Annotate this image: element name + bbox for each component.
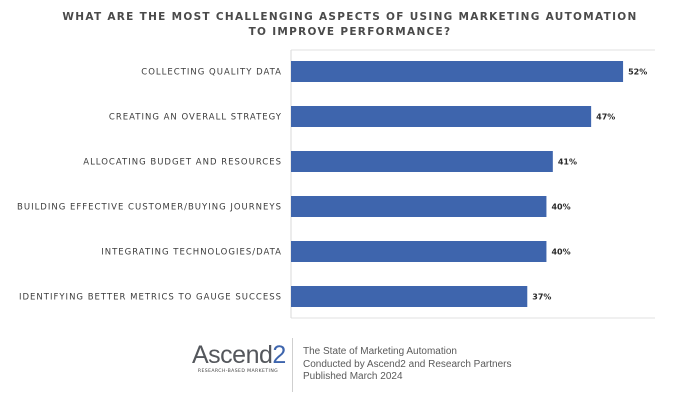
value-label: 52% <box>628 68 647 77</box>
footer-line-report: The State of Marketing Automation <box>303 346 457 357</box>
category-label: ALLOCATING BUDGET AND RESOURCES <box>83 158 282 168</box>
logo-wordmark: Ascend2 <box>192 341 286 369</box>
bar <box>291 196 547 217</box>
footer-divider <box>292 338 293 392</box>
category-label: IDENTIFYING BETTER METRICS TO GAUGE SUCC… <box>19 293 282 303</box>
ascend2-logo: Ascend2 RESEARCH-BASED MARKETING <box>192 341 286 374</box>
value-label: 40% <box>551 203 570 212</box>
category-label: CREATING AN OVERALL STRATEGY <box>109 113 282 123</box>
category-label: BUILDING EFFECTIVE CUSTOMER/BUYING JOURN… <box>17 203 282 213</box>
category-label: COLLECTING QUALITY DATA <box>141 68 282 78</box>
category-label: INTEGRATING TECHNOLOGIES/DATA <box>101 248 282 258</box>
logo-accent-text: 2 <box>272 341 286 369</box>
logo-tagline: RESEARCH-BASED MARKETING <box>197 369 279 374</box>
footer-line-published: Published March 2024 <box>303 371 403 382</box>
logo-main-text: Ascend <box>192 341 273 369</box>
bar <box>291 286 528 307</box>
value-label: 41% <box>558 158 577 167</box>
footer-source: The State of Marketing Automation Conduc… <box>303 346 511 384</box>
value-label: 47% <box>596 113 615 122</box>
bar <box>291 241 547 262</box>
footer-line-conducted: Conducted by Ascend2 and Research Partne… <box>303 358 512 370</box>
bar <box>291 106 592 127</box>
bar <box>291 61 624 82</box>
bar <box>291 151 553 172</box>
value-label: 37% <box>532 293 551 302</box>
value-label: 40% <box>551 248 570 257</box>
chart-title: WHAT ARE THE MOST CHALLENGING ASPECTS OF… <box>62 11 638 38</box>
